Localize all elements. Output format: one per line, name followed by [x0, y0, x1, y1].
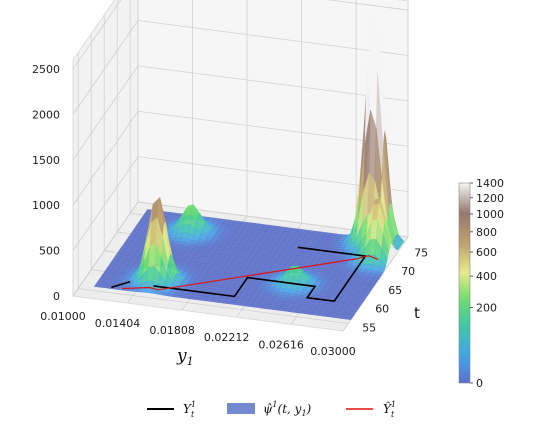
grid-z-back — [327, 0, 409, 11]
estimated-path-line — [122, 255, 379, 291]
grid-z-back — [137, 65, 409, 102]
grid-z-left — [72, 65, 139, 161]
t-tick-label: 70 — [401, 265, 415, 278]
grid-z-left — [72, 156, 139, 251]
z-tick-label: 0 — [53, 290, 60, 303]
surface-cell — [344, 316, 353, 320]
colorbar-tick-label: 600 — [476, 246, 497, 259]
z-tick-label: 500 — [39, 245, 60, 258]
z-tick-label: 2000 — [32, 108, 60, 121]
grid-x-floor — [72, 201, 139, 297]
colorbar-tick-label: 200 — [476, 301, 497, 314]
x-tick-label: 0.03000 — [310, 345, 356, 358]
colorbar-tick-label: 0 — [476, 377, 483, 390]
t-tick-label: 55 — [362, 321, 376, 334]
true-path-segment — [111, 280, 131, 289]
colorbar-tick-label: 1200 — [476, 192, 504, 205]
y-axis-label: t — [414, 304, 420, 322]
x-tick-label: 0.01808 — [149, 324, 195, 337]
x-tick-label: 0.02212 — [204, 331, 250, 344]
legend-label-Yhat: Ŷ1 t — [383, 400, 396, 419]
grid-z-back — [137, 20, 409, 56]
colorbar-tick-label: 800 — [476, 226, 497, 239]
trajectory-lines — [111, 246, 379, 303]
colorbar-tick-label: 1400 — [476, 177, 504, 190]
z-tick-label: 2500 — [32, 63, 60, 76]
x-axis-label: y1 — [176, 346, 194, 368]
legend-label-psi: ψ̂1(t, y1) — [263, 400, 312, 418]
t-tick-label: 60 — [375, 303, 389, 316]
z-tick-label: 1500 — [32, 154, 60, 167]
colorbar-tick-label: 400 — [476, 270, 497, 283]
x-tick-label: 0.02616 — [258, 338, 304, 351]
x-tick-label: 0.01404 — [95, 317, 141, 330]
axis-ticks: 0 500 1000 1500 2000 2500 0.01000 0.01404 0.0180… — [32, 63, 428, 358]
legend-patch-psi — [227, 403, 255, 414]
legend-label-Y: Y1 t — [183, 400, 196, 419]
grid-z-left — [72, 111, 139, 206]
true-path-line — [153, 246, 367, 303]
t-tick-label: 65 — [388, 284, 402, 297]
legend: Y1 t ψ̂1(t, y1) Ŷ1 t — [147, 400, 396, 419]
grid-t-floor — [78, 288, 349, 324]
grid-z-left — [72, 0, 122, 70]
colorbar-bar — [458, 182, 471, 384]
x-tick-label: 0.01000 — [40, 310, 86, 323]
grid-z-left — [72, 20, 139, 115]
density-surface — [93, 13, 405, 320]
colorbar: 0 200 400 600 800 1000 1200 1400 — [458, 177, 504, 390]
z-tick-label: 1000 — [32, 199, 60, 212]
colorbar-tick-label: 1000 — [476, 208, 504, 221]
t-tick-label: 75 — [414, 246, 428, 259]
